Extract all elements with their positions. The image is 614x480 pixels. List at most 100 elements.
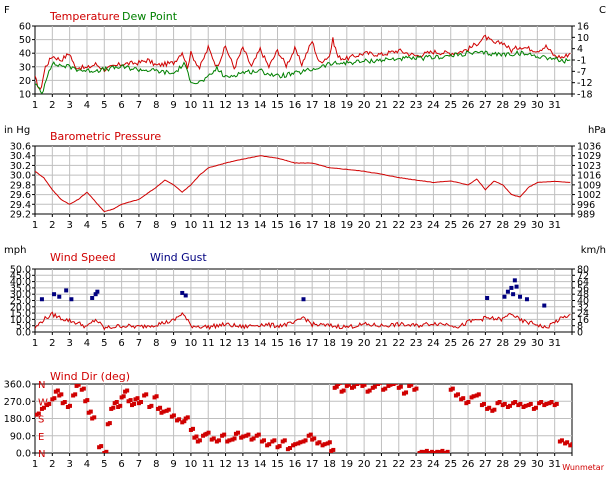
data-point bbox=[88, 409, 93, 414]
data-point bbox=[386, 384, 391, 388]
data-point bbox=[464, 401, 469, 406]
x-tick-label: 13 bbox=[237, 100, 250, 111]
data-point bbox=[448, 387, 453, 392]
x-tick-label: 10 bbox=[185, 459, 198, 470]
data-point bbox=[112, 401, 117, 406]
data-point bbox=[154, 394, 159, 399]
x-tick-label: 28 bbox=[496, 100, 509, 111]
data-point bbox=[42, 405, 47, 410]
x-tick-label: 17 bbox=[306, 338, 319, 349]
data-point bbox=[443, 451, 448, 453]
data-point bbox=[225, 439, 230, 444]
data-point bbox=[195, 439, 200, 444]
y-tick-label-left: 30.4 bbox=[10, 151, 31, 162]
x-tick-label: 26 bbox=[462, 100, 475, 111]
data-point bbox=[190, 426, 195, 431]
y-tick-label-left: 360.0 bbox=[4, 380, 31, 391]
y-tick-label-right: 996 bbox=[577, 200, 595, 211]
series-line-1 bbox=[35, 50, 571, 94]
x-tick-label: 15 bbox=[271, 100, 284, 111]
data-point bbox=[259, 439, 264, 444]
x-tick-label: 9 bbox=[170, 338, 176, 349]
x-tick-label: 5 bbox=[101, 459, 107, 470]
y-tick-label-right: 80 bbox=[577, 265, 589, 276]
data-point bbox=[233, 431, 238, 436]
y-tick-label-left: 29.6 bbox=[10, 190, 31, 201]
data-point bbox=[332, 385, 337, 390]
data-point bbox=[183, 416, 188, 421]
y-tick-label-left: 30.0 bbox=[10, 171, 31, 182]
data-point bbox=[350, 385, 355, 390]
data-point bbox=[433, 451, 438, 453]
data-point bbox=[310, 437, 315, 442]
data-point bbox=[378, 384, 383, 385]
y-tick-label-left: 5.0 bbox=[16, 321, 31, 332]
data-point bbox=[430, 449, 435, 453]
y-tick-label-right: 1002 bbox=[577, 190, 601, 201]
x-tick-label: 27 bbox=[479, 338, 492, 349]
data-point bbox=[537, 401, 542, 406]
x-tick-label: 7 bbox=[136, 100, 142, 111]
chart-title: Wind Dir (deg) bbox=[50, 370, 130, 383]
y-tick-label-left: 40.0 bbox=[10, 277, 31, 288]
data-point bbox=[74, 384, 79, 388]
data-point bbox=[192, 435, 197, 440]
x-tick-label: 12 bbox=[219, 100, 232, 111]
data-point bbox=[531, 406, 536, 411]
data-point bbox=[557, 439, 562, 444]
x-tick-label: 7 bbox=[136, 220, 142, 231]
x-tick-label: 9 bbox=[170, 459, 176, 470]
x-tick-label: 8 bbox=[153, 338, 159, 349]
data-point bbox=[563, 441, 568, 446]
data-point bbox=[57, 294, 62, 299]
data-point bbox=[59, 392, 64, 397]
data-point bbox=[476, 392, 481, 397]
data-point bbox=[507, 403, 512, 408]
x-tick-label: 21 bbox=[375, 338, 388, 349]
data-point bbox=[277, 444, 282, 449]
x-tick-label: 24 bbox=[427, 338, 440, 349]
y-tick-label-right: -1 bbox=[577, 56, 586, 67]
data-point bbox=[440, 448, 445, 453]
data-point bbox=[521, 405, 526, 409]
data-point bbox=[485, 295, 490, 300]
data-point bbox=[155, 406, 160, 411]
x-tick-label: 6 bbox=[118, 459, 124, 470]
y-tick-label-right: 0 bbox=[577, 328, 583, 339]
data-point bbox=[336, 384, 341, 386]
data-point bbox=[414, 386, 419, 391]
data-point bbox=[285, 447, 290, 452]
data-point bbox=[495, 401, 500, 406]
data-point bbox=[490, 408, 495, 413]
x-tick-label: 14 bbox=[254, 220, 267, 231]
y-tick-label-right: -7 bbox=[577, 67, 586, 78]
x-tick-label: 15 bbox=[271, 338, 284, 349]
data-point bbox=[370, 385, 375, 390]
x-tick-label: 3 bbox=[66, 220, 72, 231]
x-tick-label: 22 bbox=[392, 338, 405, 349]
data-point bbox=[461, 396, 466, 401]
data-point bbox=[177, 417, 182, 422]
y-tick-label-right: 32 bbox=[577, 302, 589, 313]
x-tick-label: 7 bbox=[136, 338, 142, 349]
y-tick-label-left: 45.0 bbox=[10, 271, 31, 282]
x-tick-label: 28 bbox=[496, 459, 509, 470]
data-point bbox=[267, 442, 272, 447]
data-point bbox=[197, 438, 202, 443]
data-point bbox=[500, 403, 505, 408]
data-point bbox=[539, 400, 544, 405]
y-tick-label-right: 989 bbox=[577, 210, 595, 221]
x-tick-label: 11 bbox=[202, 338, 215, 349]
y-tick-label-right: 40 bbox=[577, 296, 589, 307]
data-point bbox=[549, 400, 554, 405]
x-tick-label: 10 bbox=[185, 100, 198, 111]
data-point bbox=[367, 388, 372, 393]
x-tick-label: 1 bbox=[32, 220, 38, 231]
x-tick-label: 18 bbox=[323, 220, 336, 231]
x-tick-label: 15 bbox=[271, 220, 284, 231]
data-point bbox=[505, 289, 510, 294]
data-point bbox=[417, 451, 422, 453]
x-tick-label: 10 bbox=[185, 338, 198, 349]
data-point bbox=[303, 438, 308, 443]
data-point bbox=[97, 445, 102, 450]
